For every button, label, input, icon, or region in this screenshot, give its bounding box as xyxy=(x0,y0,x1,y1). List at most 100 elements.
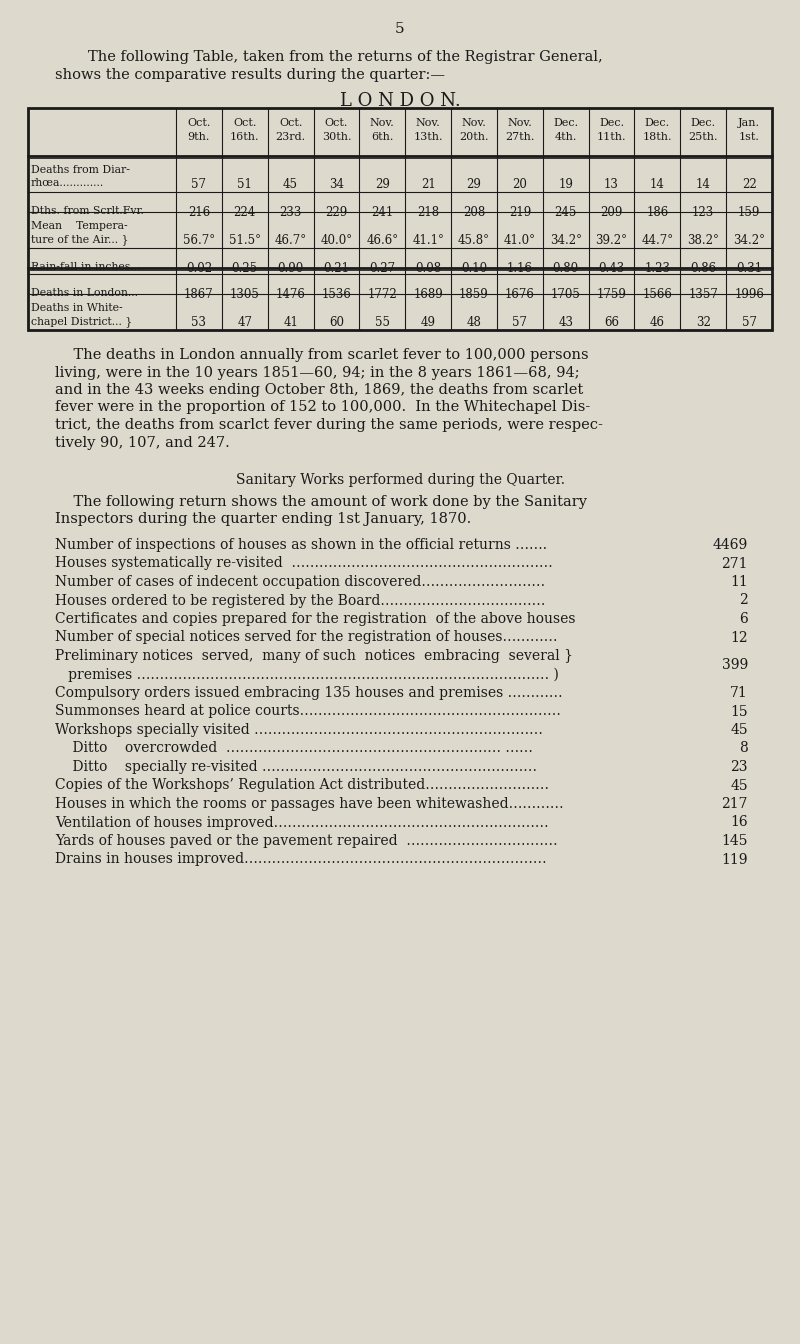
Text: L O N D O N.: L O N D O N. xyxy=(340,91,460,110)
Text: 41: 41 xyxy=(283,316,298,329)
Text: 1305: 1305 xyxy=(230,288,260,301)
Text: Deaths from Diar-: Deaths from Diar- xyxy=(31,165,130,175)
Text: 23: 23 xyxy=(730,759,748,774)
Text: 186: 186 xyxy=(646,206,669,219)
Text: Jan.: Jan. xyxy=(738,118,760,128)
Text: 16: 16 xyxy=(730,816,748,829)
Text: 224: 224 xyxy=(234,206,256,219)
Text: 40.0°: 40.0° xyxy=(320,234,353,247)
Text: Dec.: Dec. xyxy=(645,118,670,128)
Text: premises ……………………………………………………………………………… ): premises ……………………………………………………………………………… … xyxy=(55,668,559,681)
Text: 271: 271 xyxy=(722,556,748,570)
Text: Deaths in London...: Deaths in London... xyxy=(31,288,138,298)
Text: Oct.: Oct. xyxy=(187,118,210,128)
Text: 399: 399 xyxy=(722,659,748,672)
Text: 46: 46 xyxy=(650,316,665,329)
Text: 34: 34 xyxy=(329,177,344,191)
Text: 208: 208 xyxy=(463,206,485,219)
Text: fever were in the proportion of 152 to 100,000.  In the Whitechapel Dis-: fever were in the proportion of 152 to 1… xyxy=(55,401,590,414)
Text: 5: 5 xyxy=(395,22,405,36)
Text: rhœa.............: rhœa............. xyxy=(31,177,104,188)
Text: 159: 159 xyxy=(738,206,760,219)
Text: 47: 47 xyxy=(238,316,252,329)
Text: 1.16: 1.16 xyxy=(507,262,533,276)
Text: Oct.: Oct. xyxy=(233,118,257,128)
Text: Houses ordered to be registered by the Board………………………………: Houses ordered to be registered by the B… xyxy=(55,594,546,607)
Text: Copies of the Workshops’ Regulation Act distributed………………………: Copies of the Workshops’ Regulation Act … xyxy=(55,778,549,793)
Text: 13: 13 xyxy=(604,177,619,191)
Text: 55: 55 xyxy=(375,316,390,329)
Text: 0.08: 0.08 xyxy=(415,262,442,276)
Text: The following Table, taken from the returns of the Registrar General,: The following Table, taken from the retu… xyxy=(88,50,602,65)
Text: The deaths in London annually from scarlet fever to 100,000 persons: The deaths in London annually from scarl… xyxy=(55,348,589,362)
Text: 29: 29 xyxy=(466,177,482,191)
Text: 0.21: 0.21 xyxy=(323,262,350,276)
Text: 1705: 1705 xyxy=(550,288,581,301)
Text: 45: 45 xyxy=(730,723,748,737)
Text: 1.23: 1.23 xyxy=(644,262,670,276)
Text: 45: 45 xyxy=(730,778,748,793)
Text: 53: 53 xyxy=(191,316,206,329)
Text: 18th.: 18th. xyxy=(642,132,672,142)
Text: 16th.: 16th. xyxy=(230,132,259,142)
Text: 41.0°: 41.0° xyxy=(504,234,536,247)
Text: 43: 43 xyxy=(558,316,573,329)
Text: 14: 14 xyxy=(650,177,665,191)
Text: 51: 51 xyxy=(238,177,252,191)
Text: Preliminary notices  served,  many of such  notices  embracing  several }: Preliminary notices served, many of such… xyxy=(55,649,573,663)
Text: Number of special notices served for the registration of houses…………: Number of special notices served for the… xyxy=(55,630,558,645)
Text: Oct.: Oct. xyxy=(279,118,302,128)
Text: 0.43: 0.43 xyxy=(598,262,625,276)
Text: 48: 48 xyxy=(466,316,482,329)
Text: 216: 216 xyxy=(188,206,210,219)
Text: 30th.: 30th. xyxy=(322,132,351,142)
Text: 8: 8 xyxy=(739,742,748,755)
Text: 229: 229 xyxy=(326,206,347,219)
Text: Ditto    overcrowded  …………………………………………………… ……: Ditto overcrowded …………………………………………………… …… xyxy=(55,742,533,755)
Text: Dths. from Scrlt.Fvr.: Dths. from Scrlt.Fvr. xyxy=(31,206,144,216)
Text: 0.27: 0.27 xyxy=(370,262,395,276)
Text: 233: 233 xyxy=(279,206,302,219)
Text: Ventilation of houses improved……………………………………………………: Ventilation of houses improved…………………………… xyxy=(55,816,549,829)
Text: 66: 66 xyxy=(604,316,619,329)
Text: Number of cases of indecent occupation discovered………………………: Number of cases of indecent occupation d… xyxy=(55,575,545,589)
Text: 13th.: 13th. xyxy=(414,132,443,142)
Text: 1689: 1689 xyxy=(414,288,443,301)
Text: Number of inspections of houses as shown in the official returns …….: Number of inspections of houses as shown… xyxy=(55,538,547,552)
Text: Inspectors during the quarter ending 1st January, 1870.: Inspectors during the quarter ending 1st… xyxy=(55,512,471,527)
Text: trict, the deaths from scarlct fever during the same periods, were respec-: trict, the deaths from scarlct fever dur… xyxy=(55,418,603,431)
Text: 145: 145 xyxy=(722,835,748,848)
Text: 12: 12 xyxy=(730,630,748,645)
Text: 0.10: 0.10 xyxy=(461,262,487,276)
Text: Rain-fall in inches...: Rain-fall in inches... xyxy=(31,262,140,271)
Text: 57: 57 xyxy=(742,316,757,329)
Text: The following return shows the amount of work done by the Sanitary: The following return shows the amount of… xyxy=(55,495,587,509)
Text: Dec.: Dec. xyxy=(690,118,716,128)
Text: 4469: 4469 xyxy=(713,538,748,552)
Text: 1996: 1996 xyxy=(734,288,764,301)
Text: Workshops specially visited ………………………………………………………: Workshops specially visited ………………………………… xyxy=(55,723,543,737)
Text: 20: 20 xyxy=(513,177,527,191)
Text: Certificates and copies prepared for the registration  of the above houses: Certificates and copies prepared for the… xyxy=(55,612,575,626)
Text: 0.31: 0.31 xyxy=(736,262,762,276)
Text: Drains in houses improved…………………………………………………………: Drains in houses improved………………………………………… xyxy=(55,852,546,867)
Text: Yards of houses paved or the pavement repaired  ……………………………: Yards of houses paved or the pavement re… xyxy=(55,835,558,848)
Text: 123: 123 xyxy=(692,206,714,219)
Text: 46.7°: 46.7° xyxy=(274,234,306,247)
Text: Nov.: Nov. xyxy=(462,118,486,128)
Text: chapel District... }: chapel District... } xyxy=(31,316,132,327)
Text: 34.2°: 34.2° xyxy=(550,234,582,247)
Text: 45.8°: 45.8° xyxy=(458,234,490,247)
Text: 4th.: 4th. xyxy=(554,132,577,142)
Text: 245: 245 xyxy=(554,206,577,219)
Text: 1566: 1566 xyxy=(642,288,672,301)
Text: 27th.: 27th. xyxy=(505,132,534,142)
Text: 219: 219 xyxy=(509,206,531,219)
Text: 41.1°: 41.1° xyxy=(412,234,444,247)
Text: 6: 6 xyxy=(739,612,748,626)
Text: 23rd.: 23rd. xyxy=(275,132,306,142)
Text: 217: 217 xyxy=(722,797,748,810)
Text: 119: 119 xyxy=(722,852,748,867)
Text: 56.7°: 56.7° xyxy=(183,234,215,247)
Text: 29: 29 xyxy=(375,177,390,191)
